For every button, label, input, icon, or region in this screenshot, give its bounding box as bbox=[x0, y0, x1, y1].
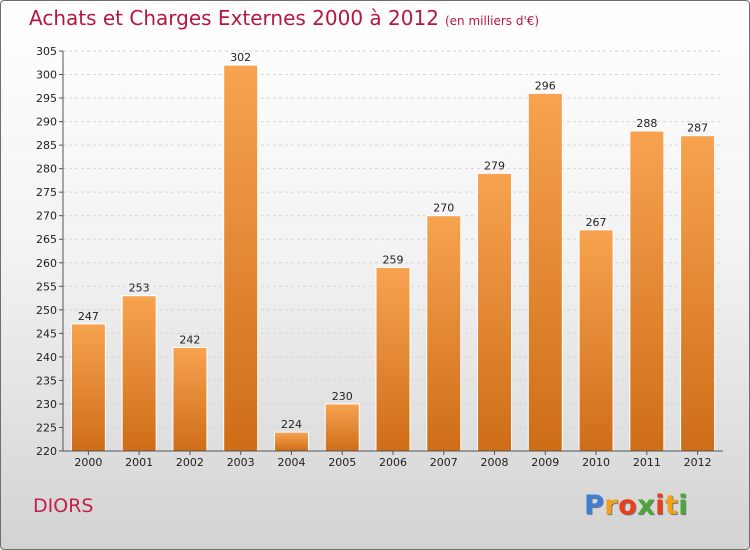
x-tick-label: 2002 bbox=[176, 456, 204, 469]
bar-2007 bbox=[426, 215, 462, 452]
logo-letter: i bbox=[655, 490, 665, 521]
y-tick-label: 235 bbox=[36, 374, 57, 387]
y-tick-labels: 220 225 230 235 240 245 250 255 260 265 270 275 280 2… bbox=[36, 45, 57, 458]
x-tick-label: 2004 bbox=[277, 456, 305, 469]
y-tick-label: 285 bbox=[36, 139, 57, 152]
x-tick-label: 2012 bbox=[684, 456, 712, 469]
y-tick-label: 255 bbox=[36, 280, 57, 293]
commune-name: DIORS bbox=[33, 495, 94, 517]
value-label-2004: 224 bbox=[281, 418, 302, 431]
x-tick-label: 2009 bbox=[531, 456, 559, 469]
y-tick-label: 230 bbox=[36, 398, 57, 411]
y-tick-label: 305 bbox=[36, 45, 57, 58]
bar-2006 bbox=[375, 266, 411, 452]
value-labels: 247 253 242 302 224 230 259 270 279 296 267 288 287 bbox=[78, 51, 708, 431]
x-tick-label: 2007 bbox=[430, 456, 458, 469]
logo-letter: o bbox=[618, 490, 638, 521]
x-tick-label: 2005 bbox=[328, 456, 356, 469]
y-tick-label: 225 bbox=[36, 421, 57, 434]
value-label-2005: 230 bbox=[332, 390, 353, 403]
y-tick-label: 245 bbox=[36, 327, 57, 340]
value-label-2002: 242 bbox=[179, 333, 200, 346]
bar-2005 bbox=[324, 403, 360, 452]
bar-2001 bbox=[121, 295, 157, 452]
bar-2010 bbox=[578, 229, 614, 452]
y-tick-label: 240 bbox=[36, 351, 57, 364]
x-tick-label: 2003 bbox=[227, 456, 255, 469]
x-tick-label: 2010 bbox=[582, 456, 610, 469]
bar-2002 bbox=[172, 346, 208, 452]
value-label-2000: 247 bbox=[78, 310, 99, 323]
value-label-2009: 296 bbox=[535, 79, 556, 92]
y-tick-label: 270 bbox=[36, 210, 57, 223]
bar-2008 bbox=[477, 172, 513, 452]
x-tick-labels: 2000 2001 2002 2003 2004 2005 2006 2007 2008 2009… bbox=[74, 451, 712, 469]
x-tick-label: 2008 bbox=[481, 456, 509, 469]
y-tick-label: 260 bbox=[36, 257, 57, 270]
chart-subtitle: (en milliers d'€) bbox=[444, 14, 540, 28]
bars bbox=[70, 64, 716, 452]
x-tick-label: 2006 bbox=[379, 456, 407, 469]
value-label-2008: 279 bbox=[484, 159, 505, 172]
bar-2011 bbox=[629, 130, 665, 452]
x-tick-label: 2000 bbox=[74, 456, 102, 469]
y-tick-label: 280 bbox=[36, 163, 57, 176]
bar-2012 bbox=[680, 135, 716, 452]
logo-letter: t bbox=[664, 490, 679, 521]
logo-letter: P bbox=[584, 490, 605, 521]
logo-letter: i bbox=[678, 490, 689, 521]
proxiti-logo: Proxiti bbox=[584, 490, 688, 521]
bar-2004 bbox=[273, 431, 309, 452]
y-tick-label: 250 bbox=[36, 304, 57, 317]
x-tick-label: 2011 bbox=[633, 456, 661, 469]
value-label-2012: 287 bbox=[687, 122, 708, 135]
y-tick-label: 300 bbox=[36, 69, 57, 82]
bar-2000 bbox=[70, 323, 106, 452]
y-tick-label: 265 bbox=[36, 233, 57, 246]
x-tick-label: 2001 bbox=[125, 456, 153, 469]
y-tick-label: 290 bbox=[36, 116, 57, 129]
logo-letter: x bbox=[637, 490, 656, 521]
y-tick-label: 220 bbox=[36, 445, 57, 458]
value-label-2001: 253 bbox=[129, 282, 150, 295]
value-label-2010: 267 bbox=[586, 216, 607, 229]
chart-title: Achats et Charges Externes 2000 à 2012 (e… bbox=[29, 6, 539, 30]
bar-2003 bbox=[223, 64, 259, 452]
chart-title-text: Achats et Charges Externes 2000 à 2012 bbox=[29, 6, 439, 30]
value-label-2006: 259 bbox=[383, 253, 404, 266]
value-label-2011: 288 bbox=[636, 117, 657, 130]
value-label-2003: 302 bbox=[230, 51, 251, 64]
bar-2009 bbox=[527, 92, 563, 452]
y-tick-label: 295 bbox=[36, 92, 57, 105]
logo-letter: r bbox=[604, 490, 619, 521]
y-tick-label: 275 bbox=[36, 186, 57, 199]
value-label-2007: 270 bbox=[433, 202, 454, 215]
